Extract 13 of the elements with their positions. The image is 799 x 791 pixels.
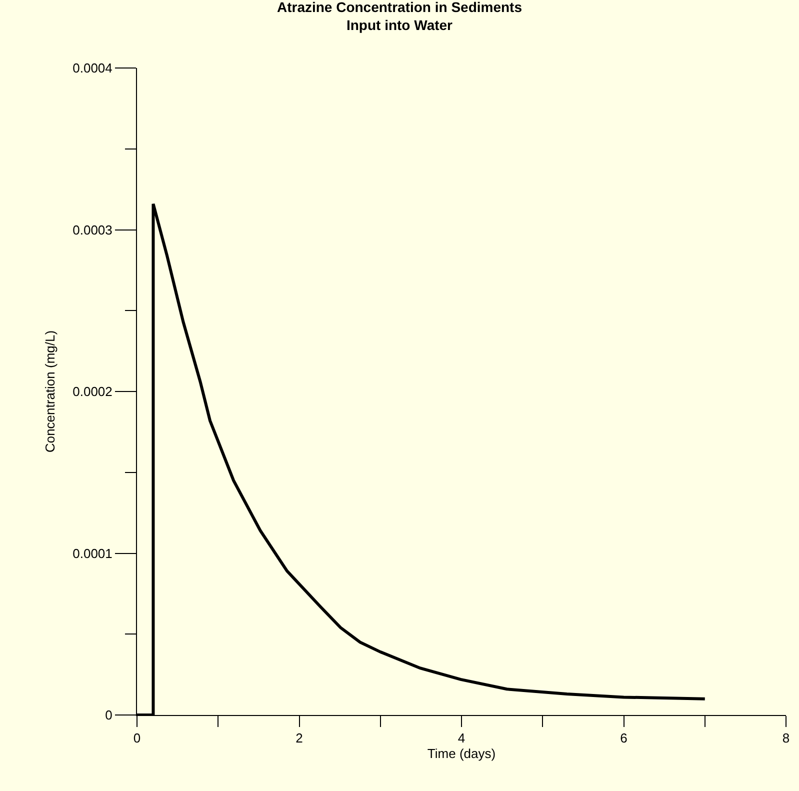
y-tick-label: 0.0003 (72, 222, 112, 238)
y-axis-title: Concentration (mg/L) (42, 330, 58, 453)
x-tick-label: 6 (620, 730, 628, 746)
y-tick-label: 0.0002 (72, 384, 112, 400)
chart-title: Atrazine Concentration in Sediments Input into Water (276, 0, 522, 34)
x-tick-label: 0 (133, 730, 141, 746)
y-tick-label: 0.0001 (72, 546, 112, 561)
x-tick-label: 8 (782, 730, 790, 746)
y-tick-label: 0.0004 (72, 60, 112, 76)
x-tick-label: 4 (458, 730, 466, 746)
x-axis-title: Time (days) (427, 746, 496, 762)
y-tick-label: 0 (105, 708, 112, 723)
x-tick-label: 2 (296, 730, 303, 746)
